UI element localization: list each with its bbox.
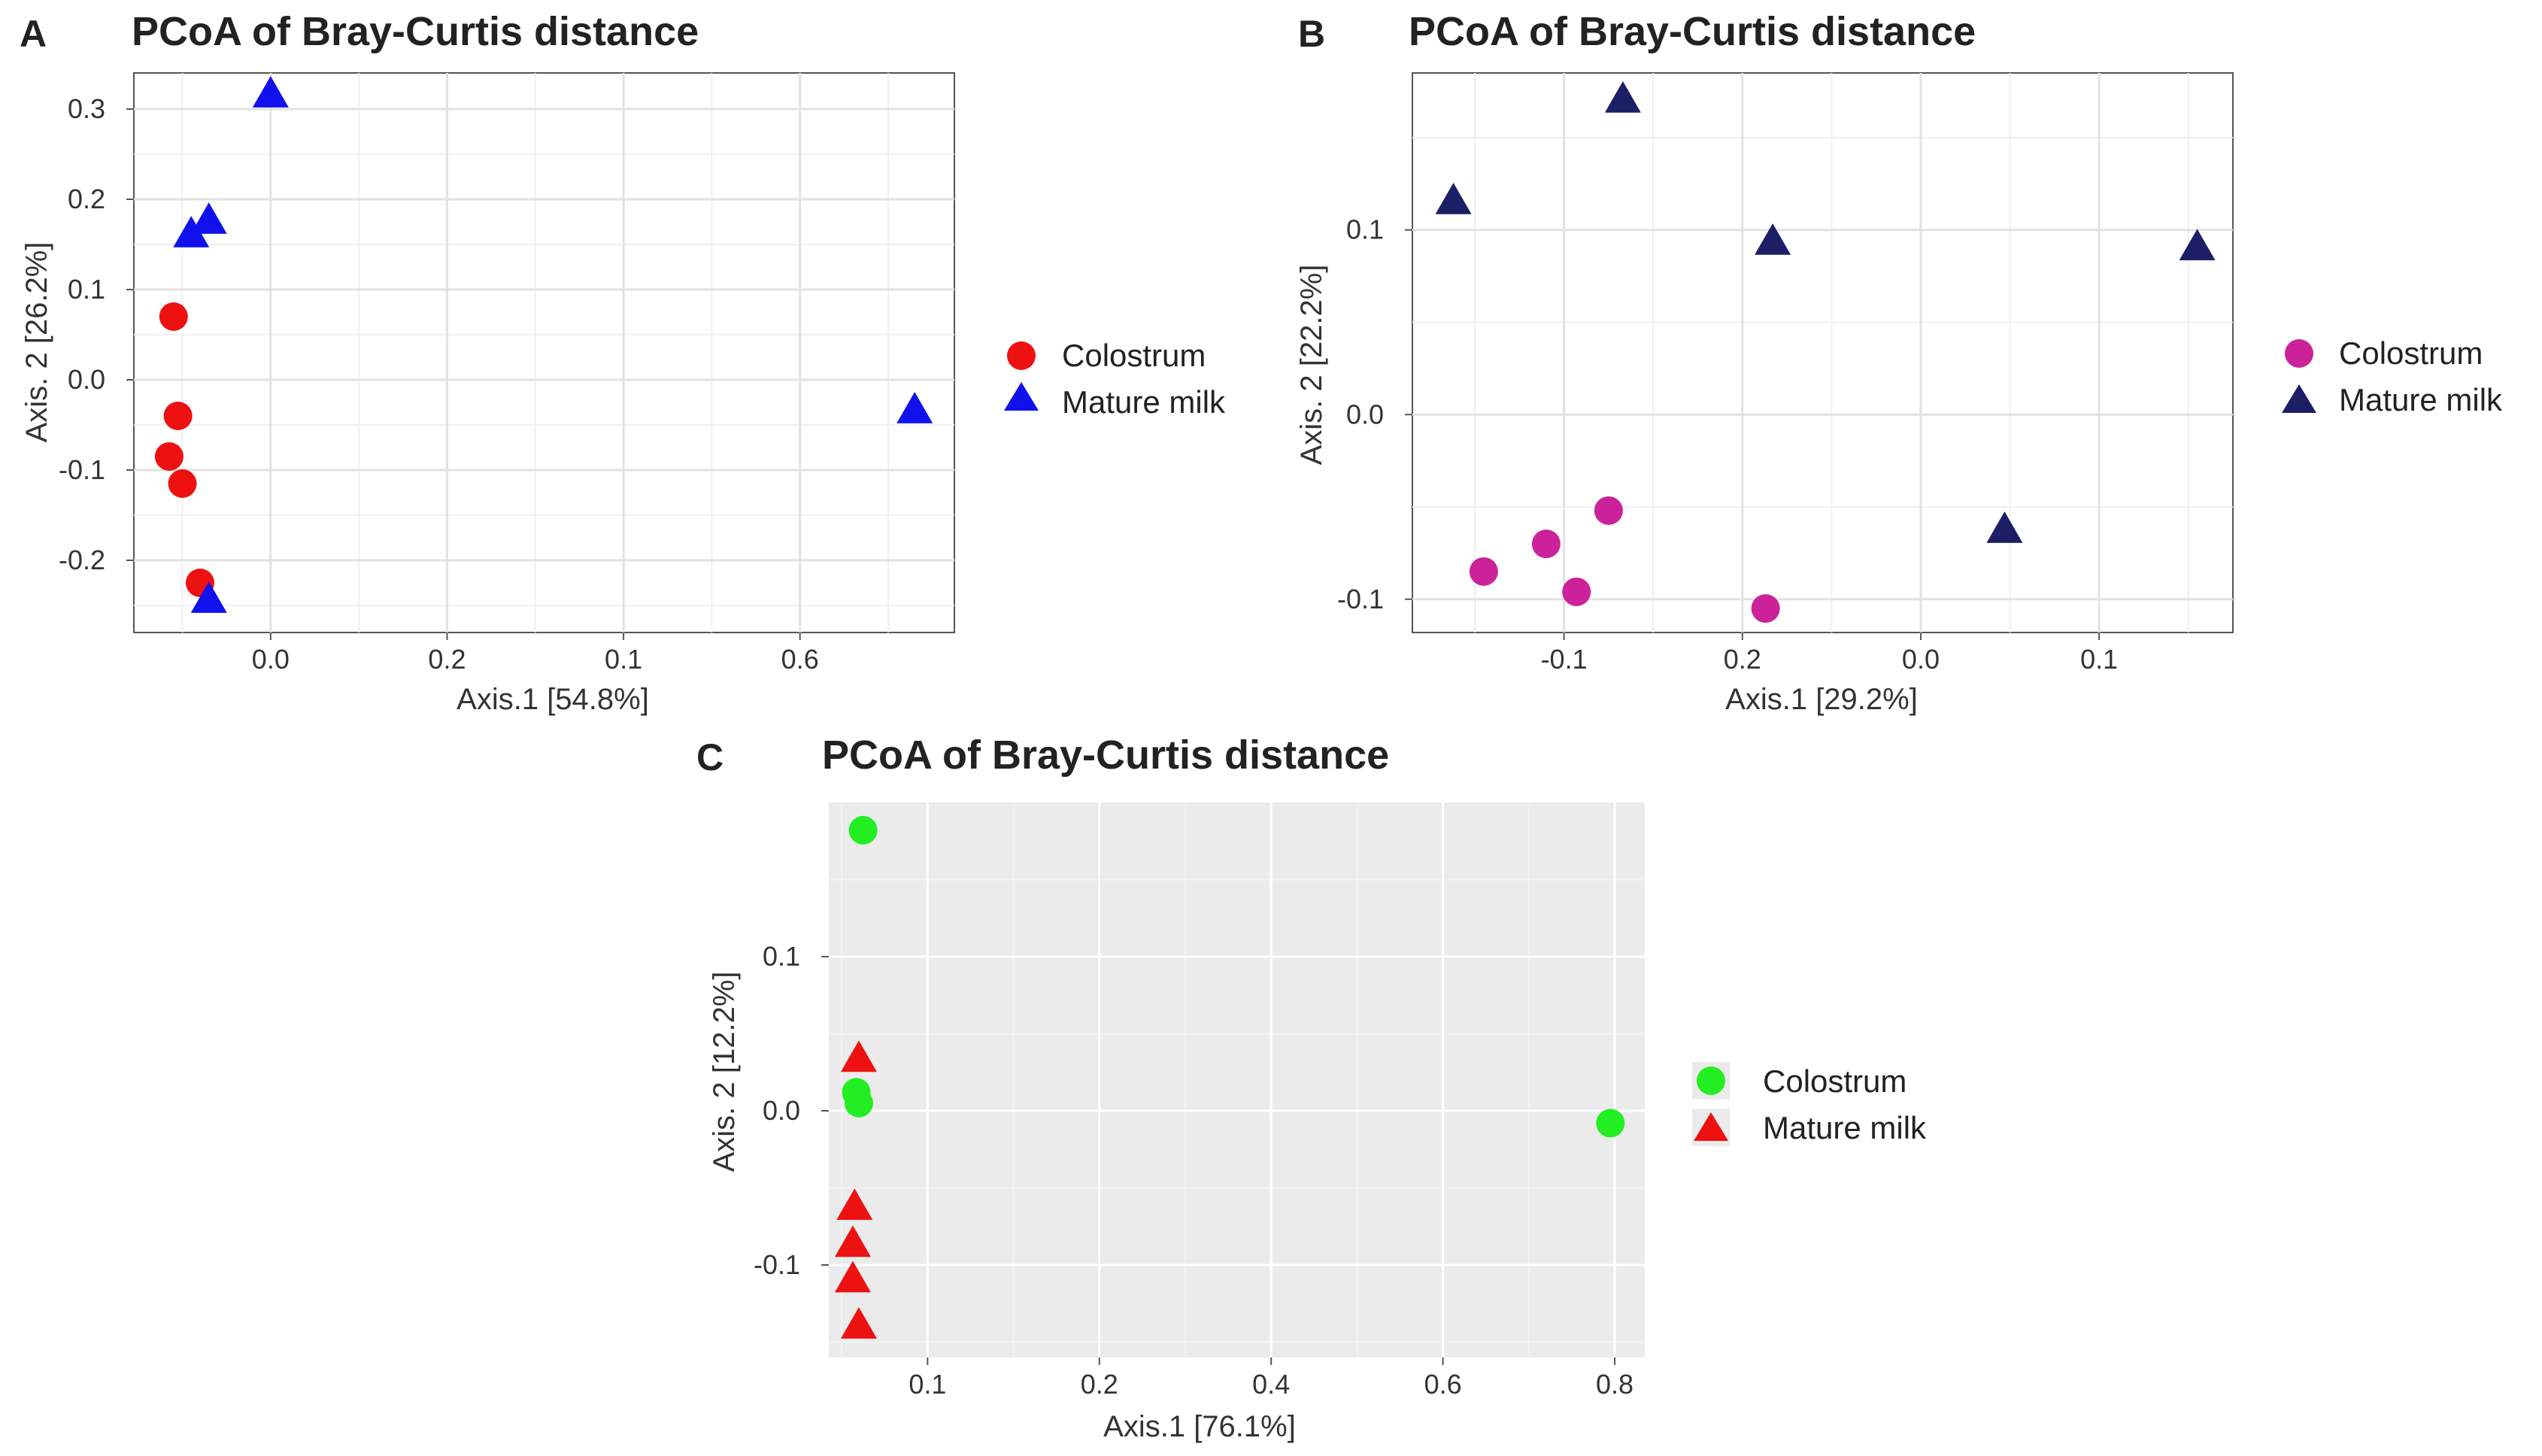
panel-a-y-tick-label: 0.3 bbox=[68, 93, 105, 124]
panel-b-y-tick-label: 0.0 bbox=[1346, 399, 1384, 429]
panel-b-mature-milk-point bbox=[1986, 511, 2023, 543]
panel-b-mature-milk-point bbox=[1755, 223, 1791, 255]
panel-c-y-tick-label: -0.1 bbox=[754, 1249, 800, 1280]
panel-b-y-tick-label: -0.1 bbox=[1337, 584, 1384, 614]
panel-a-x-tick-label: 0.0 bbox=[252, 644, 290, 675]
panel-a-colostrum-point bbox=[154, 442, 184, 471]
panel-b-y-axis-label: Axis. 2 [22.2%] bbox=[1295, 265, 1328, 466]
panel-a-legend-mature-milk-marker bbox=[1004, 382, 1039, 411]
panel-b-x-tick-label: 0.2 bbox=[1724, 644, 1761, 675]
panel-a-mature-milk-point bbox=[252, 76, 289, 108]
panel-c-x-tick-label: 0.1 bbox=[909, 1369, 946, 1400]
panel-c-y-tick-label: 0.0 bbox=[763, 1095, 800, 1126]
panel-a-mature-milk-point bbox=[190, 581, 227, 613]
panel-b-colostrum-point bbox=[1751, 594, 1780, 623]
panel-b-x-tick-label: -0.1 bbox=[1541, 644, 1588, 675]
panel-a-x-axis-label: Axis.1 [54.8%] bbox=[457, 683, 649, 716]
panel-c-letter: C bbox=[696, 736, 723, 778]
panel-a: A PCoA of Bray-Curtis distance 0.0 0.2 0.1… bbox=[20, 9, 1226, 716]
panel-b-title: PCoA of Bray-Curtis distance bbox=[1409, 9, 1976, 54]
panel-b-mature-milk-point bbox=[2179, 229, 2216, 261]
panel-c-mature-milk-point bbox=[834, 1225, 871, 1257]
panel-c-x-axis-label: Axis.1 [76.1%] bbox=[1103, 1410, 1296, 1443]
panel-b-legend: Colostrum Mature milk bbox=[2282, 335, 2503, 417]
panel-a-legend-mature-milk-label: Mature milk bbox=[1062, 384, 1226, 420]
panel-c-x-tick-label: 0.2 bbox=[1081, 1369, 1118, 1400]
panel-b-x-axis-label: Axis.1 [29.2%] bbox=[1725, 683, 1918, 716]
panel-a-legend-colostrum-marker bbox=[1007, 341, 1036, 370]
panel-a-letter: A bbox=[20, 13, 47, 55]
panel-b-mature-milk-point bbox=[1435, 182, 1472, 214]
panel-c-title: PCoA of Bray-Curtis distance bbox=[822, 733, 1389, 778]
panel-a-legend-colostrum-label: Colostrum bbox=[1062, 338, 1206, 373]
panel-b-legend-mature-milk-label: Mature milk bbox=[2339, 382, 2503, 417]
panel-a-mature-milk-point bbox=[190, 202, 227, 234]
panel-a-x-tick-label: 0.2 bbox=[428, 644, 466, 675]
panel-c-y-tick-label: 0.1 bbox=[763, 941, 800, 972]
panel-a-y-tick-label: 0.2 bbox=[68, 184, 105, 214]
panel-c-legend-colostrum-marker bbox=[1697, 1066, 1725, 1095]
panel-c-colostrum-point bbox=[848, 815, 878, 845]
panel-c-mature-milk-point bbox=[840, 1307, 877, 1339]
panel-c-legend-colostrum-label: Colostrum bbox=[1763, 1063, 1906, 1099]
panel-b-x-tick-label: 0.0 bbox=[1902, 644, 1940, 675]
panel-c-plot-area bbox=[829, 802, 1645, 1357]
panel-b: B PCoA of Bray-Curtis distance -0.1 0.2 0.… bbox=[1295, 9, 2503, 716]
panel-c-x-tick-label: 0.4 bbox=[1252, 1369, 1290, 1400]
panel-b-legend-colostrum-marker bbox=[2285, 339, 2313, 368]
panel-c-mature-milk-point bbox=[840, 1040, 877, 1072]
panel-c-legend: Colostrum Mature milk bbox=[1692, 1062, 1927, 1146]
panel-c-mature-milk-point bbox=[834, 1260, 871, 1293]
panel-a-plot-area bbox=[133, 72, 955, 633]
panel-c-legend-mature-milk-marker bbox=[1694, 1112, 1728, 1141]
panel-a-y-tick-label: -0.2 bbox=[59, 544, 105, 575]
panel-c-colostrum-point bbox=[844, 1088, 873, 1118]
panel-a-colostrum-point bbox=[159, 302, 188, 331]
panel-a-y-tick-label: 0.0 bbox=[68, 364, 105, 395]
panel-a-colostrum-point bbox=[168, 469, 197, 498]
panel-a-colostrum-point bbox=[163, 402, 193, 430]
panel-c-mature-milk-point bbox=[836, 1188, 873, 1221]
panel-c-y-axis-label: Axis. 2 [12.2%] bbox=[708, 972, 741, 1172]
panel-b-colostrum-point bbox=[1469, 557, 1498, 586]
panel-a-mature-milk-point bbox=[896, 392, 933, 423]
panel-a-y-tick-label: 0.1 bbox=[68, 274, 105, 305]
panel-b-colostrum-point bbox=[1594, 496, 1623, 525]
panel-a-x-tick-label: 0.6 bbox=[781, 644, 819, 675]
panel-a-legend: Colostrum Mature milk bbox=[1004, 338, 1226, 420]
panel-b-legend-colostrum-label: Colostrum bbox=[2339, 335, 2483, 371]
panel-a-x-tick-label: 0.1 bbox=[605, 644, 642, 675]
panel-a-title: PCoA of Bray-Curtis distance bbox=[132, 9, 699, 54]
panel-a-y-axis-label: Axis. 2 [26.2%] bbox=[20, 242, 53, 443]
panel-b-colostrum-point bbox=[1531, 529, 1561, 559]
panel-a-mature-milk-point bbox=[173, 216, 210, 247]
panel-c-legend-mature-milk-label: Mature milk bbox=[1763, 1110, 1927, 1145]
panel-b-x-tick-label: 0.1 bbox=[2080, 644, 2118, 675]
panel-b-mature-milk-point bbox=[1604, 80, 1641, 113]
panel-c-x-tick-label: 0.6 bbox=[1424, 1369, 1462, 1400]
panel-a-y-tick-label: -0.1 bbox=[59, 454, 105, 485]
panel-c-x-tick-label: 0.8 bbox=[1596, 1369, 1633, 1400]
panel-b-colostrum-point bbox=[1562, 577, 1591, 606]
panel-c-colostrum-point bbox=[1596, 1109, 1625, 1138]
panel-c: C PCoA of Bray-Curtis distance 0.1 0.2 0.4… bbox=[696, 733, 1927, 1443]
panel-b-letter: B bbox=[1298, 13, 1325, 55]
panel-b-legend-mature-milk-marker bbox=[2282, 384, 2316, 413]
panel-b-y-tick-label: 0.1 bbox=[1346, 214, 1384, 245]
